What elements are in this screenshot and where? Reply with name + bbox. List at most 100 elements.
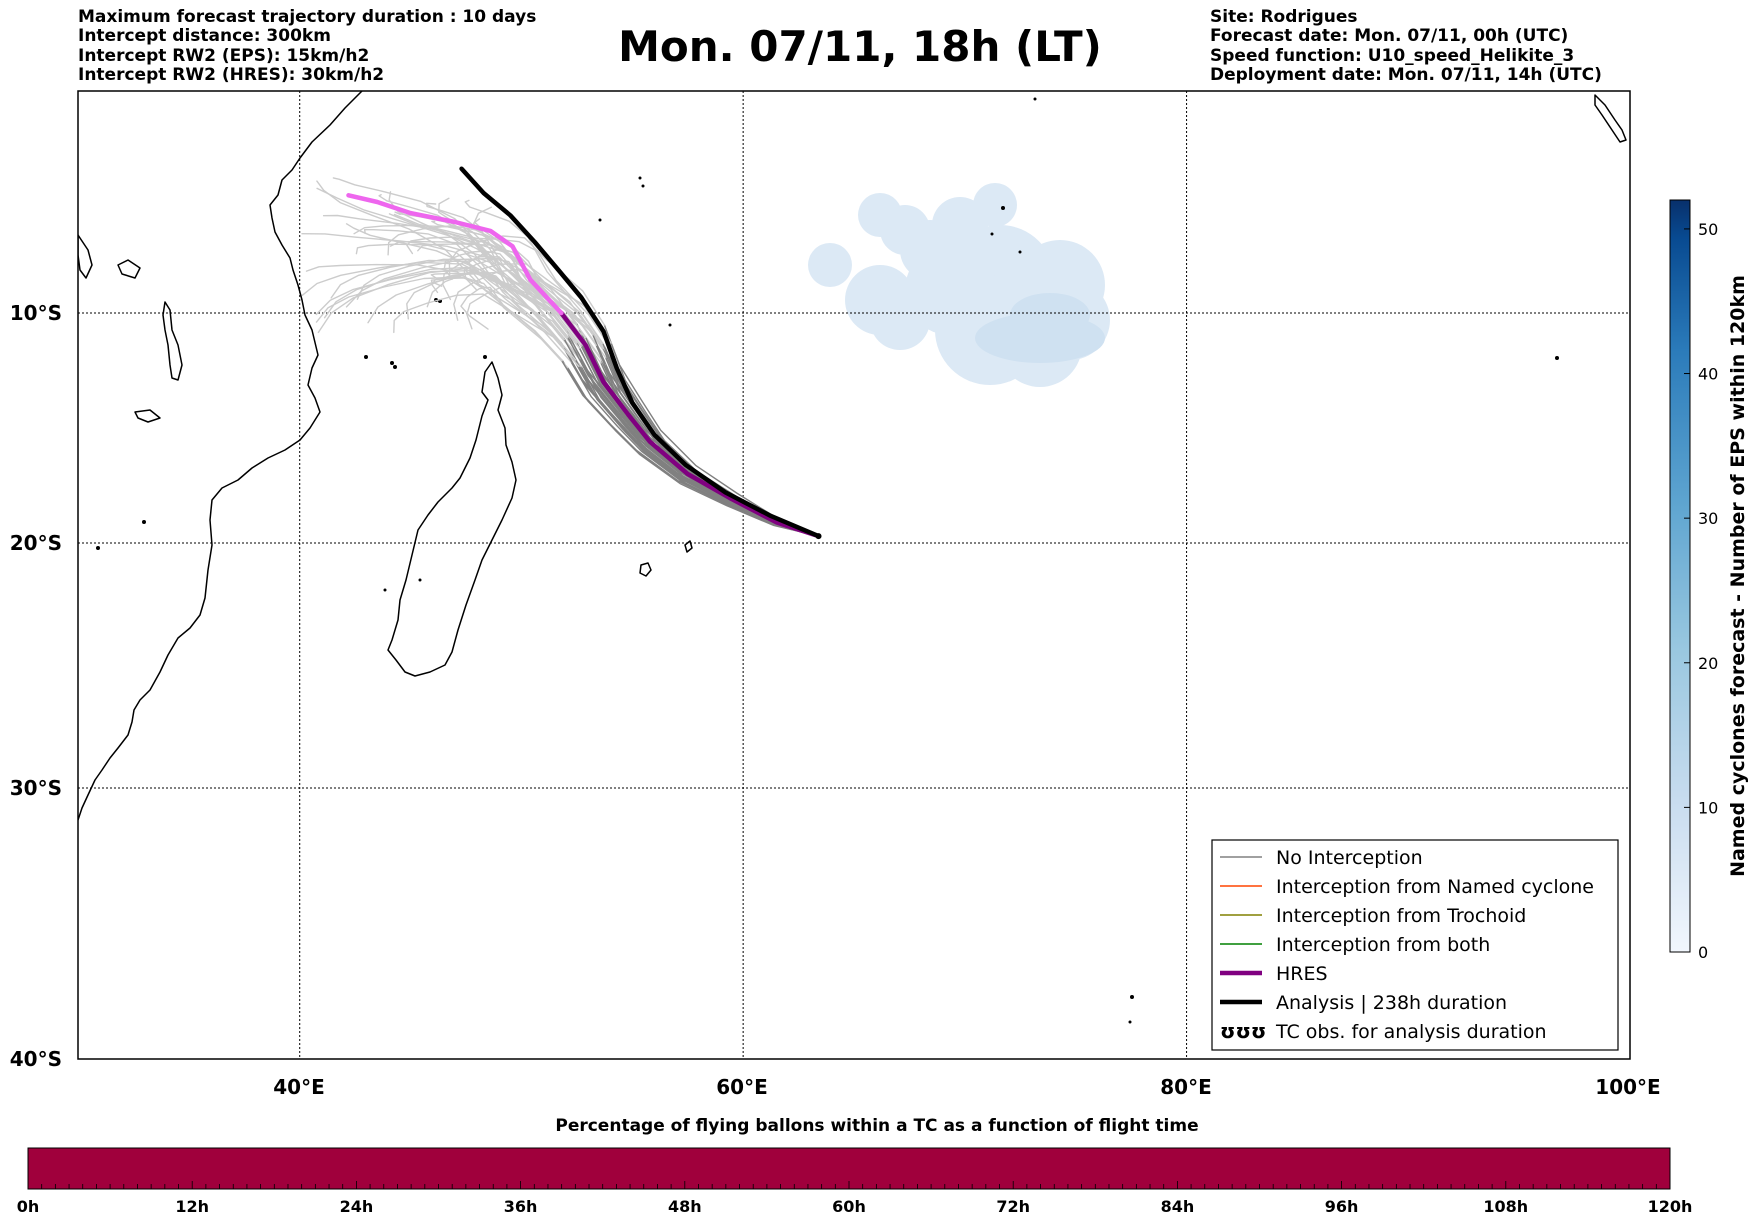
header-right-line: Forecast date: Mon. 07/11, 00h (UTC) bbox=[1210, 26, 1569, 47]
colorbar-bottom-tick-label: 96h bbox=[1325, 1197, 1359, 1216]
header-right-line: Speed function: U10_speed_Helikite_3 bbox=[1210, 45, 1575, 66]
colorbar-bottom-tick-label: 108h bbox=[1483, 1197, 1528, 1216]
colorbar-bottom-tick-label: 36h bbox=[504, 1197, 538, 1216]
colorbar-right-gradient bbox=[1669, 199, 1691, 953]
ensemble-track-late bbox=[463, 258, 584, 346]
gridlines bbox=[78, 91, 1630, 1059]
colorbar-bottom-tick-label: 84h bbox=[1161, 1197, 1195, 1216]
legend-label: TC obs. for analysis duration bbox=[1275, 1021, 1547, 1043]
colorbar-tick-label: 40 bbox=[1698, 365, 1718, 384]
ensemble-track-late bbox=[393, 293, 580, 368]
lake-coastline bbox=[117, 259, 141, 279]
colorbar-bottom-tick-label: 12h bbox=[175, 1197, 209, 1216]
coastline bbox=[78, 91, 1627, 821]
y-tick-label: 30°S bbox=[10, 776, 62, 800]
legend-item: ʊʊʊ TC obs. for analysis duration bbox=[1220, 1019, 1547, 1043]
colorbar-bottom-title: Percentage of flying ballons within a TC… bbox=[555, 1116, 1199, 1136]
ensemble-track-late bbox=[389, 240, 604, 349]
launch-site-marker bbox=[815, 533, 822, 540]
cyclone-density-area bbox=[808, 183, 1110, 387]
legend-label: Interception from Named cyclone bbox=[1276, 876, 1594, 898]
y-axis-labels: 10°S 20°S 30°S 40°S bbox=[10, 301, 62, 1071]
madagascar-coastline bbox=[387, 361, 517, 677]
legend-item: Analysis | 238h duration bbox=[1220, 992, 1507, 1014]
x-tick-label: 60°E bbox=[716, 1075, 768, 1099]
ensemble-track-late bbox=[426, 263, 612, 344]
legend-item: Interception from Named cyclone bbox=[1220, 876, 1594, 898]
map-area bbox=[78, 91, 1630, 1059]
y-tick-label: 20°S bbox=[10, 531, 62, 555]
header-left-line: Maximum forecast trajectory duration : 1… bbox=[78, 7, 537, 27]
header-info-right: Site: Rodrigues Forecast date: Mon. 07/1… bbox=[1210, 7, 1602, 86]
ensemble-track-late bbox=[425, 202, 569, 339]
colorbar-right-label: Named cyclones forecast - Number of EPS … bbox=[1727, 275, 1749, 877]
legend-label: Interception from Trochoid bbox=[1276, 905, 1526, 927]
ensemble-track-late bbox=[301, 261, 582, 347]
legend-item: Interception from both bbox=[1220, 934, 1490, 956]
ensemble-track-late bbox=[323, 266, 583, 345]
analysis-trajectory bbox=[459, 166, 821, 539]
colorbar-bottom-tick-label: 0h bbox=[17, 1197, 40, 1216]
header-left-line: Intercept RW2 (HRES): 30km/h2 bbox=[78, 65, 385, 86]
lake-coastline bbox=[162, 301, 183, 381]
x-tick-label: 80°E bbox=[1160, 1075, 1212, 1099]
mauritius-coastline bbox=[639, 562, 652, 577]
ensemble-track bbox=[597, 346, 820, 537]
ensemble-track-late bbox=[355, 243, 564, 347]
ensemble-track-late bbox=[453, 268, 597, 346]
colorbar-bottom-tick-label: 120h bbox=[1648, 1197, 1693, 1216]
ensemble-track-late bbox=[305, 263, 577, 361]
reunion-coastline bbox=[684, 540, 693, 553]
y-tick-label: 10°S bbox=[10, 301, 62, 325]
ensemble-track-late bbox=[465, 250, 565, 349]
x-tick-label: 40°E bbox=[273, 1075, 325, 1099]
legend-item: Interception from Trochoid bbox=[1220, 905, 1526, 927]
ensemble-track-late bbox=[473, 237, 611, 348]
legend-label: No Interception bbox=[1276, 847, 1423, 869]
colorbar-tick-label: 20 bbox=[1698, 654, 1718, 673]
legend-label: HRES bbox=[1276, 963, 1328, 985]
ensemble-track-late bbox=[448, 235, 606, 326]
colorbar-bottom-tick-label: 24h bbox=[340, 1197, 374, 1216]
header-right-line: Deployment date: Mon. 07/11, 14h (UTC) bbox=[1210, 65, 1602, 86]
hres-trajectory-late bbox=[346, 193, 564, 316]
ensemble-track bbox=[563, 338, 820, 537]
colorbar-bottom-tick-label: 48h bbox=[668, 1197, 702, 1216]
legend-label: Analysis | 238h duration bbox=[1276, 992, 1507, 1014]
africa-coastline bbox=[78, 91, 363, 821]
ensemble-track-late bbox=[464, 199, 604, 345]
colorbar-tick-label: 0 bbox=[1698, 943, 1708, 962]
colorbar-bottom-tick-label: 60h bbox=[832, 1197, 866, 1216]
x-tick-label: 100°E bbox=[1595, 1075, 1660, 1099]
legend-label: Interception from both bbox=[1276, 934, 1490, 956]
ensemble-track-late bbox=[353, 224, 594, 336]
x-axis-labels: 40°E 60°E 80°E 100°E bbox=[273, 1075, 1660, 1099]
ensemble-track-late bbox=[332, 177, 568, 333]
colorbar-tick-label: 30 bbox=[1698, 509, 1718, 528]
ensemble-track bbox=[600, 362, 820, 537]
colorbar-tick-label: 10 bbox=[1698, 798, 1718, 817]
ensemble-track-late bbox=[388, 213, 612, 362]
ensemble-track bbox=[595, 344, 820, 537]
lake-coastline bbox=[134, 409, 161, 423]
hres-trajectory bbox=[559, 310, 821, 539]
y-tick-label: 40°S bbox=[10, 1047, 62, 1071]
page-title: Mon. 07/11, 18h (LT) bbox=[618, 22, 1102, 71]
colorbar-right: 0 10 20 30 40 50 Named cyclones forecast - Nu… bbox=[1669, 199, 1749, 962]
ensemble-track bbox=[574, 359, 820, 537]
tc-obs-symbol-icon: ʊʊʊ bbox=[1220, 1019, 1266, 1043]
colorbar-bottom: 0h 12h 24h 36h 48h 60h 72h 84h 96h 108h 120h bbox=[17, 1147, 1693, 1216]
legend-item: No Interception bbox=[1220, 847, 1423, 869]
header-right-line: Site: Rodrigues bbox=[1210, 7, 1358, 27]
ensemble-trajectories bbox=[301, 177, 820, 537]
ensemble-track-late bbox=[330, 259, 578, 344]
map-frame bbox=[77, 90, 1631, 1060]
ensemble-track bbox=[578, 365, 820, 537]
header-left-line: Intercept RW2 (EPS): 15km/h2 bbox=[78, 45, 370, 66]
islands bbox=[96, 97, 1559, 1024]
lake-coastline bbox=[1594, 94, 1627, 143]
colorbar-tick-label: 50 bbox=[1698, 220, 1718, 239]
legend: No Interception Interception from Named c… bbox=[1211, 839, 1619, 1051]
lake-coastline bbox=[78, 234, 93, 279]
